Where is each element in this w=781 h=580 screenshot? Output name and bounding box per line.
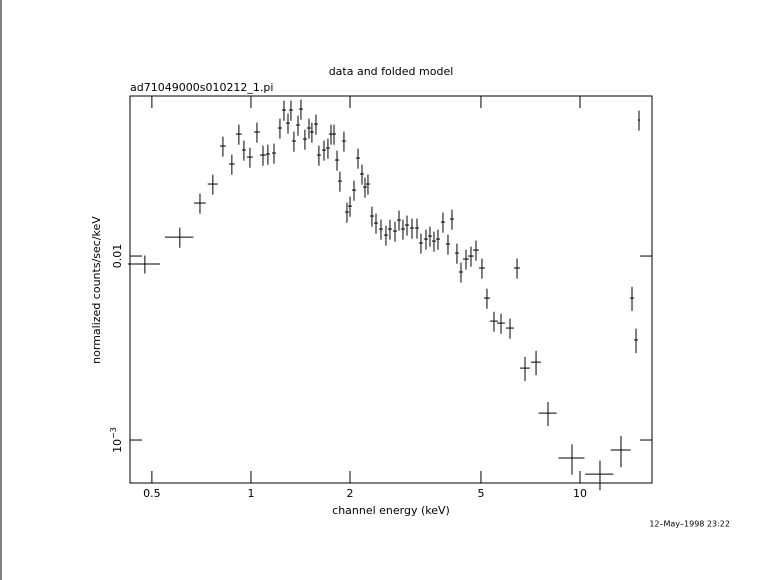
x-tick-label: 1	[247, 487, 254, 500]
y-tick-label: 0.01	[111, 244, 124, 269]
x-axis-label: channel energy (keV)	[332, 504, 450, 517]
x-tick-label: 5	[477, 487, 484, 500]
chart-subtitle: ad71049000s010212_1.pi	[130, 81, 273, 94]
plot-frame	[129, 95, 653, 484]
y-tick-label: 10−3	[109, 427, 125, 453]
y-tick-label-base: 10	[111, 439, 124, 453]
x-tick-label: 0.5	[143, 487, 161, 500]
x-tick-label: 2	[347, 487, 354, 500]
timestamp: 12–May–1998 23:22	[649, 520, 730, 529]
y-tick-label-exp: −3	[109, 427, 118, 439]
y-axis-label: normalized counts/sec/keV	[90, 216, 103, 364]
chart-title: data and folded model	[329, 65, 454, 78]
x-tick-label: 10	[573, 487, 587, 500]
